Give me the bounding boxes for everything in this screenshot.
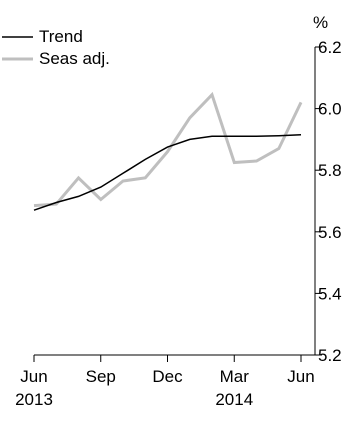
x-year-label: 2013: [15, 390, 53, 409]
y-tick-label: 6.2: [318, 38, 342, 57]
x-tick-label: Sep: [86, 367, 116, 386]
x-year-label: 2014: [215, 390, 253, 409]
y-tick-label: 5.8: [318, 161, 342, 180]
x-tick-label: Mar: [220, 367, 250, 386]
x-tick-label: Dec: [152, 367, 183, 386]
axes: %: [34, 13, 328, 356]
y-tick-label: 5.6: [318, 223, 342, 242]
series-line-trend: [33, 134, 302, 211]
y-tick-label: 5.4: [318, 284, 342, 303]
series-group: [33, 91, 303, 211]
x-tick-label: Jun: [287, 367, 314, 386]
legend: Trend Seas adj.: [2, 27, 110, 68]
x-ticks: Jun 2013 Sep Dec Mar 2014 Jun: [15, 355, 315, 409]
y-ticks: 5.2 5.4 5.6 5.8 6.0 6.2: [315, 38, 342, 365]
legend-label-trend: Trend: [39, 27, 83, 46]
legend-label-seas-adj: Seas adj.: [39, 49, 110, 68]
y-tick-label: 6.0: [318, 100, 342, 119]
x-tick-label: Jun: [20, 367, 47, 386]
y-unit-label: %: [313, 13, 328, 32]
y-tick-label: 5.2: [318, 346, 342, 365]
series-line-seas-adj: [33, 91, 303, 208]
